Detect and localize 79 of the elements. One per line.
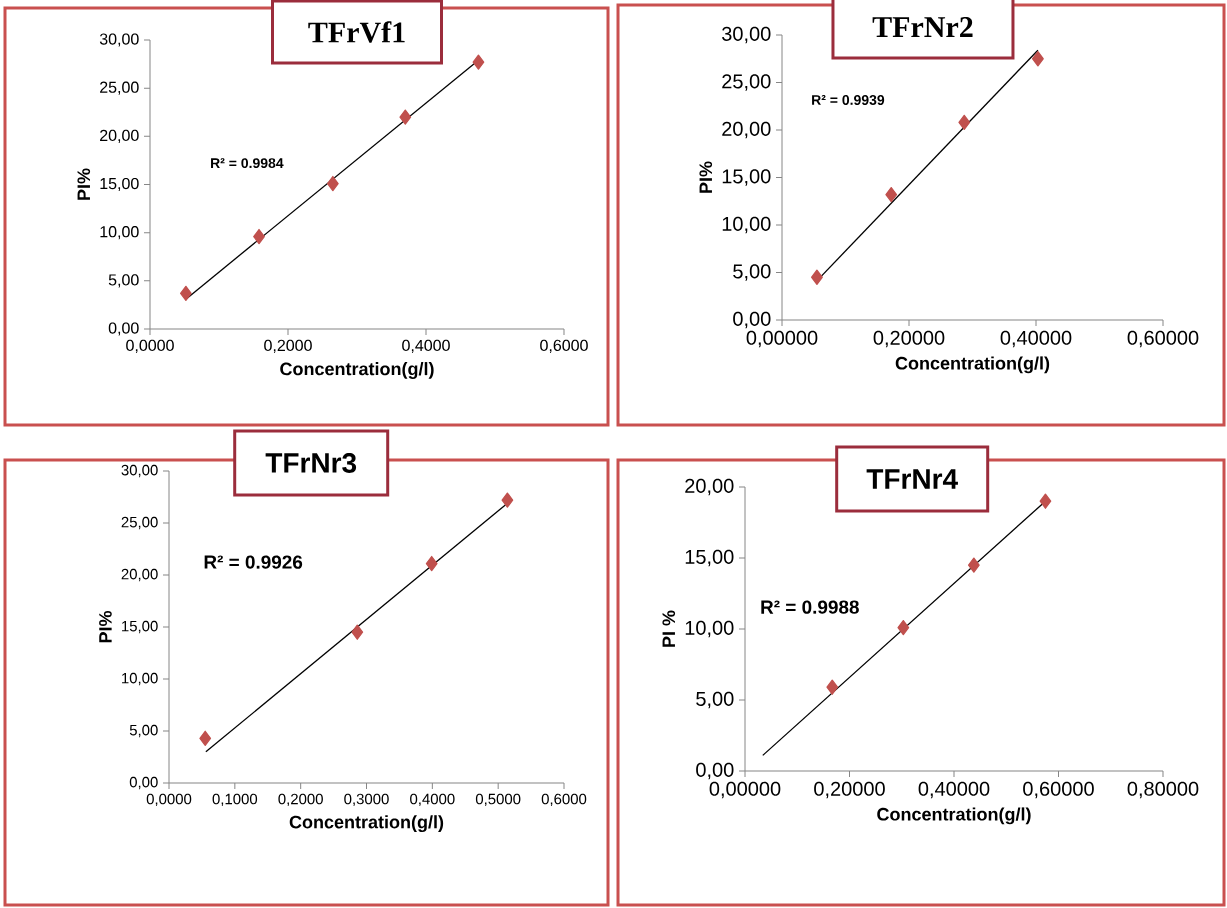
x-tick-label: 0,4000 xyxy=(410,793,455,807)
chart-title: TFrNr3 xyxy=(265,453,357,473)
y-tick-label: 30,00 xyxy=(121,464,158,478)
point xyxy=(351,624,364,640)
y-tick-label: 25,00 xyxy=(100,81,139,95)
y-tick-label: 5,00 xyxy=(108,274,139,288)
y-tick-label: 15,00 xyxy=(722,169,771,186)
x-tick-label: 0,2000 xyxy=(278,793,323,807)
y-tick-label: 15,00 xyxy=(100,177,139,192)
y-tick-label: 5,00 xyxy=(696,691,734,709)
annotation: R² = 0.9988 xyxy=(761,600,859,614)
x-axis-title: Concentration(g/l) xyxy=(289,815,444,833)
y-axis-title: PI % xyxy=(662,610,676,647)
point xyxy=(958,114,971,131)
point xyxy=(1032,51,1044,67)
y-tick-label: 20,00 xyxy=(121,568,158,582)
y-axis-title: PI% xyxy=(77,168,91,200)
x-tick-label: 0,40000 xyxy=(918,781,990,799)
x-axis-title: Concentration(g/l) xyxy=(280,362,434,379)
x-tick-label: 0,2000 xyxy=(264,339,312,353)
chart-title: TFrVf1 xyxy=(308,21,405,43)
chart-title: TFrNr2 xyxy=(872,17,973,37)
y-tick-label: 20,00 xyxy=(685,478,734,496)
point xyxy=(967,557,980,573)
x-tick-label: 0,00000 xyxy=(709,781,781,799)
x-tick-label: 0,00000 xyxy=(746,330,818,348)
y-tick-label: 25,00 xyxy=(722,74,771,91)
y-tick-label: 10,00 xyxy=(122,672,158,686)
point xyxy=(472,54,485,70)
y-axis-title: PI% xyxy=(699,161,713,193)
y-tick-label: 10,00 xyxy=(100,226,139,240)
x-tick-label: 0,20000 xyxy=(814,781,885,799)
x-tick-label: 0,0000 xyxy=(146,793,192,807)
x-tick-label: 0,4000 xyxy=(402,339,450,353)
point xyxy=(826,679,839,695)
y-tick-label: 30,00 xyxy=(99,33,139,47)
chart-title: TFrNr4 xyxy=(866,469,958,489)
y-tick-label: 10,00 xyxy=(685,620,734,638)
point xyxy=(253,228,265,245)
x-tick-label: 0,1000 xyxy=(212,793,258,807)
annotation: R² = 0.9939 xyxy=(812,95,885,105)
point xyxy=(425,555,438,572)
y-tick-label: 20,00 xyxy=(100,129,139,143)
point xyxy=(501,492,514,508)
x-axis-title: Concentration(g/l) xyxy=(877,807,1031,825)
point xyxy=(399,109,412,125)
point xyxy=(897,619,910,636)
annotation: R² = 0.9984 xyxy=(211,158,284,169)
y-tick-label: 10,00 xyxy=(722,216,771,234)
point xyxy=(811,269,823,285)
x-tick-label: 0,5000 xyxy=(475,793,521,807)
y-tick-label: 15,00 xyxy=(122,620,158,634)
x-axis-title: Concentration(g/l) xyxy=(895,356,1050,374)
point xyxy=(179,285,192,302)
y-tick-label: 20,00 xyxy=(722,121,771,139)
x-tick-label: 0,40000 xyxy=(1000,330,1072,348)
point xyxy=(326,175,339,192)
x-tick-label: 0,60000 xyxy=(1023,781,1094,799)
y-tick-label: 0,00 xyxy=(696,762,734,780)
point xyxy=(1039,493,1052,509)
y-tick-label: 5,00 xyxy=(129,724,158,738)
y-tick-label: 30,00 xyxy=(722,26,771,44)
y-tick-label: 0,00 xyxy=(129,776,158,790)
y-axis-title: PI% xyxy=(99,610,112,643)
y-tick-label: 0,00 xyxy=(108,322,139,336)
point xyxy=(885,186,898,203)
x-tick-label: 0,20000 xyxy=(873,330,945,348)
annotation: R² = 0.9926 xyxy=(204,555,303,569)
x-tick-label: 0,60000 xyxy=(1127,330,1199,348)
x-tick-label: 0,80000 xyxy=(1127,781,1199,799)
x-tick-label: 0,0000 xyxy=(126,339,174,353)
y-tick-label: 5,00 xyxy=(733,264,771,281)
point xyxy=(199,730,212,746)
x-tick-label: 0,3000 xyxy=(344,793,389,807)
y-tick-label: 15,00 xyxy=(685,549,734,567)
x-tick-label: 0,6000 xyxy=(540,339,588,353)
y-tick-label: 25,00 xyxy=(121,516,158,530)
y-tick-label: 0,00 xyxy=(733,311,771,329)
x-tick-label: 0,6000 xyxy=(541,793,587,807)
